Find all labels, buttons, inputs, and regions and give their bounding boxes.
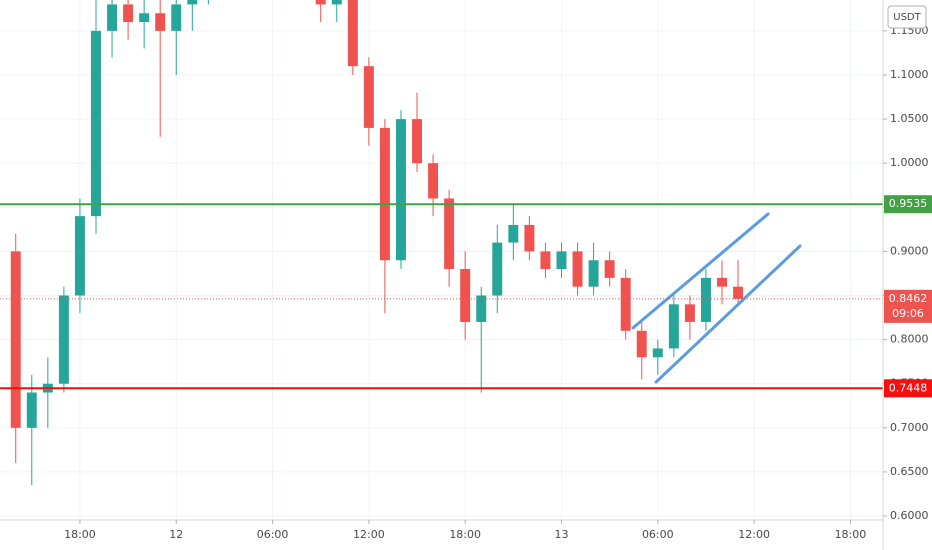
- x-tick-label: 13: [554, 528, 568, 541]
- y-tick-label: 0.7000: [890, 421, 929, 434]
- candle-body: [668, 304, 679, 349]
- candle-body: [347, 0, 358, 67]
- candle-body: [733, 286, 744, 299]
- candle-body: [508, 224, 519, 243]
- x-tick-label: 18:00: [64, 528, 96, 541]
- y-tick-label: 1.0500: [890, 112, 929, 125]
- candle-body: [572, 251, 583, 287]
- candle-body: [717, 277, 727, 287]
- candle-body: [74, 216, 85, 296]
- level-label: 0.7448: [889, 381, 928, 394]
- candle-body: [315, 0, 326, 5]
- candle-body: [139, 13, 150, 23]
- trendline: [654, 244, 802, 384]
- candle-body: [331, 0, 342, 5]
- candle-body: [540, 251, 551, 270]
- level-tag: [884, 379, 932, 398]
- candle-body: [412, 119, 422, 164]
- candle-body: [588, 260, 599, 287]
- candle-body: [476, 295, 487, 322]
- y-tick-label: 0.6000: [890, 509, 929, 522]
- candle-body: [524, 224, 535, 252]
- candle-body: [395, 119, 406, 261]
- last-price-label: 0.8462: [889, 292, 928, 305]
- trendline: [631, 212, 770, 330]
- candle-body: [460, 269, 471, 322]
- candle-body: [636, 330, 647, 358]
- level-label: 0.9535: [889, 197, 928, 210]
- grid: [0, 0, 883, 520]
- candle-body: [652, 348, 663, 358]
- candle-body: [26, 392, 37, 428]
- y-tick-label: 1.0000: [890, 156, 929, 169]
- x-tick-label: 06:00: [642, 528, 674, 541]
- candle-body: [379, 127, 390, 261]
- candle-body: [604, 260, 615, 278]
- currency-box: [887, 5, 927, 29]
- y-tick-label: 0.8000: [890, 333, 929, 346]
- level-tag: [884, 195, 932, 214]
- candle-body: [155, 13, 166, 31]
- candle-body: [187, 0, 198, 5]
- last-price-tag: [884, 289, 932, 323]
- currency: USDT: [893, 12, 921, 23]
- y-tick-label: 1.1000: [890, 68, 929, 81]
- candle-body: [492, 242, 503, 296]
- candle-body: [620, 277, 631, 331]
- candle-body: [10, 251, 21, 428]
- candle-body: [107, 4, 118, 31]
- countdown: 09:06: [892, 307, 924, 320]
- candle-body: [171, 4, 182, 31]
- candle-body: [58, 295, 69, 384]
- candle-body: [428, 163, 439, 199]
- candle-body: [556, 251, 567, 270]
- y-tick-label: 0.6500: [890, 465, 929, 478]
- x-tick-label: 12:00: [738, 528, 770, 541]
- candle-body: [444, 198, 455, 270]
- x-tick-label: 18:00: [449, 528, 481, 541]
- x-tick-label: 12:00: [353, 528, 385, 541]
- x-tick-label: 18:00: [835, 528, 867, 541]
- candle-body: [684, 304, 695, 322]
- candle-body: [700, 277, 711, 322]
- plot-area: [0, 0, 883, 486]
- candle-body: [363, 66, 374, 128]
- candle-body: [91, 30, 101, 217]
- y-tick-label: 0.9000: [890, 244, 929, 257]
- x-tick-label: 12: [169, 528, 183, 541]
- x-tick-label: 06:00: [257, 528, 289, 541]
- candle-body: [123, 4, 134, 23]
